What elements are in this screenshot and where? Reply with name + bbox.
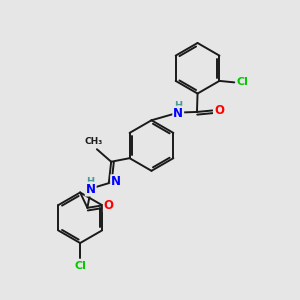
Text: N: N bbox=[111, 175, 121, 188]
Text: N: N bbox=[86, 183, 96, 196]
Text: H: H bbox=[174, 101, 182, 111]
Text: CH₃: CH₃ bbox=[85, 137, 103, 146]
Text: O: O bbox=[214, 104, 224, 117]
Text: Cl: Cl bbox=[237, 77, 249, 87]
Text: Cl: Cl bbox=[74, 261, 86, 271]
Text: O: O bbox=[104, 199, 114, 212]
Text: H: H bbox=[87, 177, 95, 187]
Text: N: N bbox=[173, 106, 183, 120]
